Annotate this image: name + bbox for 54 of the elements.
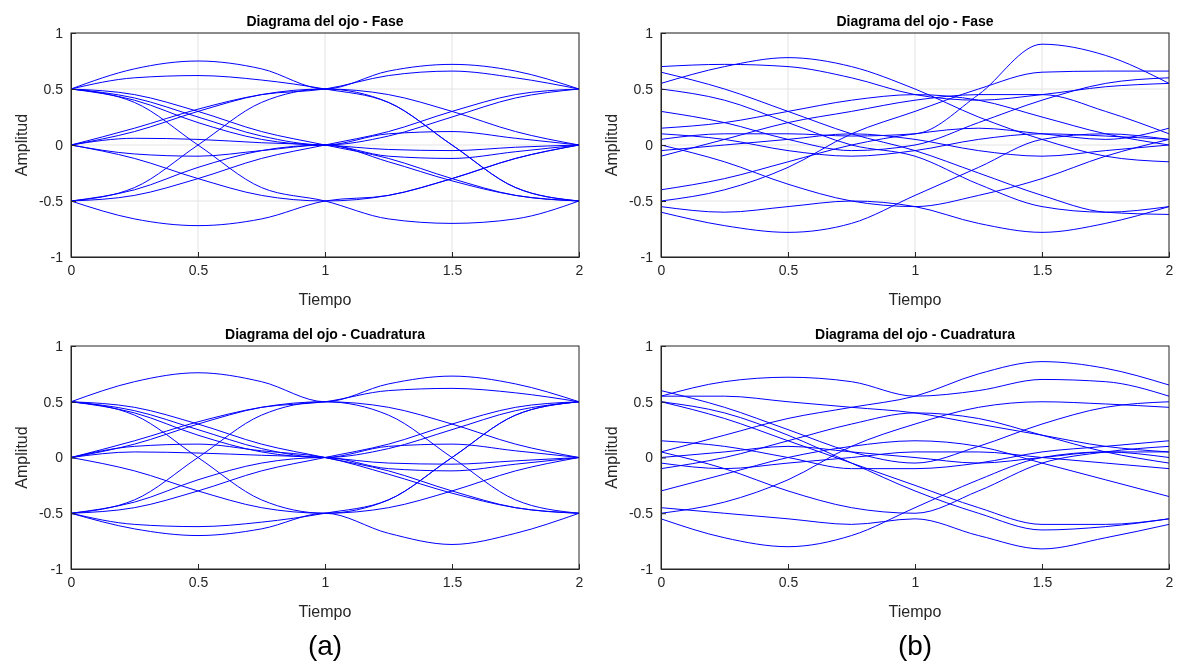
- y-tick-label: 0.5: [633, 80, 654, 97]
- y-tick-label: -1: [640, 560, 654, 577]
- y-tick-label: 1: [55, 337, 64, 354]
- y-tick-label: 0: [645, 449, 654, 466]
- y-tick-label: 0.5: [633, 393, 654, 410]
- x-tick-label: 2: [575, 573, 584, 590]
- y-tick-label: 0.5: [43, 393, 64, 410]
- chart-title: Diagrama del ojo - Cuadratura: [815, 326, 1016, 342]
- y-tick-label: 1: [645, 337, 654, 354]
- y-tick-label: 0: [55, 136, 64, 153]
- y-tick-label: 1: [55, 24, 64, 41]
- x-tick-label: 0: [67, 573, 76, 590]
- x-tick-label: 1.5: [1032, 573, 1053, 590]
- text: (a): [307, 630, 343, 661]
- x-tick-label: 0.5: [778, 261, 799, 278]
- chart-title: Diagrama del ojo - Fase: [836, 13, 994, 29]
- x-tick-label: 0.5: [778, 573, 799, 590]
- y-tick-label: -1: [50, 248, 64, 265]
- x-tick-label: 0: [67, 261, 76, 278]
- x-tick-label: 0.5: [188, 261, 209, 278]
- x-tick-label: 0.5: [188, 573, 209, 590]
- y-tick-label: 0: [55, 449, 64, 466]
- y-tick-label: 1: [645, 24, 654, 41]
- x-tick-label: 1: [321, 261, 330, 278]
- x-tick-label: 2: [575, 261, 584, 278]
- x-tick-label: 2: [1165, 261, 1174, 278]
- y-tick-label: -0.5: [38, 192, 64, 209]
- y-tick-label: -0.5: [628, 505, 654, 522]
- chart-title: Diagrama del ojo - Cuadratura: [225, 326, 426, 342]
- y-tick-label: -1: [50, 560, 64, 577]
- x-axis-title: Tiempo: [888, 291, 942, 308]
- x-tick-label: 1.5: [1032, 261, 1053, 278]
- y-axis-title: Amplitud: [603, 426, 620, 489]
- x-tick-label: 1.5: [442, 261, 463, 278]
- x-tick-label: 1: [321, 573, 330, 590]
- x-tick-label: 0: [657, 573, 666, 590]
- y-tick-label: -0.5: [38, 505, 64, 522]
- y-axis-title: Amplitud: [13, 113, 30, 177]
- x-tick-label: 1.5: [442, 573, 463, 590]
- x-tick-label: 0: [657, 261, 666, 278]
- y-axis-title: Amplitud: [603, 113, 620, 177]
- x-axis-title: Tiempo: [888, 603, 942, 620]
- x-axis-title: Tiempo: [298, 603, 352, 620]
- x-tick-label: 2: [1165, 573, 1174, 590]
- chart-title: Diagrama del ojo - Fase: [246, 13, 404, 29]
- y-tick-label: -0.5: [628, 192, 654, 209]
- y-axis-title: Amplitud: [13, 426, 30, 489]
- x-tick-label: 1: [911, 573, 920, 590]
- x-tick-label: 1: [911, 261, 920, 278]
- x-axis-title: Tiempo: [298, 291, 352, 308]
- y-tick-label: 0: [645, 136, 654, 153]
- text: (b): [897, 630, 933, 661]
- y-tick-label: 0.5: [43, 80, 64, 97]
- y-tick-label: -1: [640, 248, 654, 265]
